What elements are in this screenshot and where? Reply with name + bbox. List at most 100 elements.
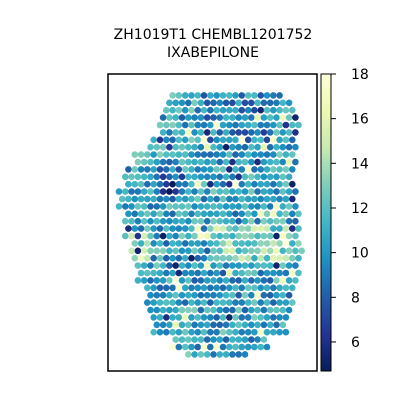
tissue-spot	[188, 269, 195, 277]
tissue-spot	[207, 254, 214, 262]
tissue-spot	[251, 195, 258, 203]
tissue-spot	[166, 277, 173, 284]
tissue-spot	[226, 180, 233, 188]
tissue-spot	[257, 151, 265, 158]
tissue-spot	[273, 143, 280, 151]
tissue-spot	[213, 210, 220, 218]
tissue-spot	[279, 291, 287, 299]
tissue-spot	[285, 306, 293, 314]
tissue-spot	[248, 114, 255, 121]
tissue-spot	[289, 254, 296, 262]
tissue-spot	[279, 232, 287, 240]
tissue-spot	[216, 306, 224, 314]
tissue-spot	[194, 195, 202, 203]
tissue-spot	[219, 254, 227, 262]
tissue-spot	[251, 210, 258, 218]
tissue-spot	[241, 114, 249, 121]
tissue-spot	[194, 180, 202, 188]
colorbar-tick-label: 18	[351, 67, 369, 83]
tissue-spot	[169, 121, 176, 129]
tissue-spot	[210, 99, 217, 107]
tissue-spot	[222, 188, 230, 195]
tissue-spot	[238, 151, 246, 158]
tissue-spot	[207, 343, 214, 351]
tissue-spot	[175, 225, 183, 232]
tissue-spot	[175, 151, 183, 158]
tissue-spot	[166, 143, 173, 151]
tissue-spot	[232, 328, 239, 336]
tissue-spot	[232, 343, 239, 351]
tissue-spot	[172, 217, 179, 225]
tissue-spot	[188, 210, 195, 218]
tissue-spot	[166, 188, 173, 195]
tissue-spot	[181, 284, 189, 292]
tissue-spot	[150, 314, 157, 321]
tissue-spot	[276, 121, 283, 129]
tissue-spot	[260, 129, 268, 136]
tissue-spot	[210, 129, 217, 136]
tissue-spot	[279, 143, 287, 151]
tissue-spot	[285, 173, 293, 181]
tissue-spot	[203, 173, 211, 181]
tissue-spot	[210, 217, 217, 225]
tissue-spot	[235, 114, 242, 121]
tissue-spot	[156, 210, 164, 218]
tissue-spot	[270, 136, 277, 144]
tissue-spot	[263, 136, 271, 144]
tissue-spot	[156, 195, 164, 203]
tissue-spot	[251, 343, 258, 351]
chart-title-line-2: IXABEPILONE	[167, 45, 259, 61]
colorbar-tick-label: 8	[351, 290, 360, 306]
tissue-spot	[226, 210, 233, 218]
tissue-spot	[197, 321, 205, 329]
tissue-spot	[270, 92, 277, 99]
tissue-spot	[125, 166, 132, 173]
tissue-spot	[216, 277, 224, 284]
tissue-spot	[219, 136, 227, 144]
tissue-spot	[289, 136, 296, 144]
tissue-spot	[128, 217, 135, 225]
tissue-spot	[263, 328, 271, 336]
tissue-spot	[144, 269, 151, 277]
tissue-spot	[254, 217, 261, 225]
tissue-spot	[200, 269, 208, 277]
tissue-spot	[203, 306, 211, 314]
tissue-spot	[229, 203, 236, 210]
tissue-spot	[263, 254, 271, 262]
tissue-spot	[200, 225, 208, 232]
tissue-spot	[144, 151, 151, 158]
tissue-spot	[251, 269, 258, 277]
tissue-spot	[153, 277, 161, 284]
tissue-spot	[257, 136, 265, 144]
colorbar-tick-label: 14	[351, 156, 369, 172]
tissue-spot	[226, 299, 233, 306]
tissue-spot	[147, 203, 154, 210]
tissue-spot	[188, 328, 195, 336]
tissue-spot	[185, 277, 192, 284]
tissue-spot	[166, 158, 173, 166]
tissue-spot	[178, 262, 186, 269]
tissue-spot	[226, 166, 233, 173]
tissue-spot	[213, 254, 220, 262]
tissue-spot	[163, 151, 170, 158]
tissue-spot	[166, 291, 173, 299]
tissue-spot	[295, 254, 302, 262]
tissue-spot	[137, 151, 145, 158]
tissue-spot	[232, 106, 239, 114]
tissue-spot	[147, 217, 154, 225]
tissue-spot	[244, 328, 252, 336]
tissue-spot	[207, 314, 214, 321]
tissue-spot	[254, 188, 261, 195]
tissue-spot	[219, 180, 227, 188]
tissue-spot	[181, 210, 189, 218]
tissue-spot	[181, 151, 189, 158]
tissue-spot	[166, 247, 173, 255]
tissue-spot	[241, 262, 249, 269]
tissue-spot	[203, 143, 211, 151]
tissue-spot	[282, 314, 290, 321]
tissue-spot	[276, 166, 283, 173]
tissue-spot	[191, 173, 198, 181]
tissue-spot	[175, 136, 183, 144]
tissue-spot	[266, 277, 274, 284]
tissue-spot	[153, 232, 161, 240]
